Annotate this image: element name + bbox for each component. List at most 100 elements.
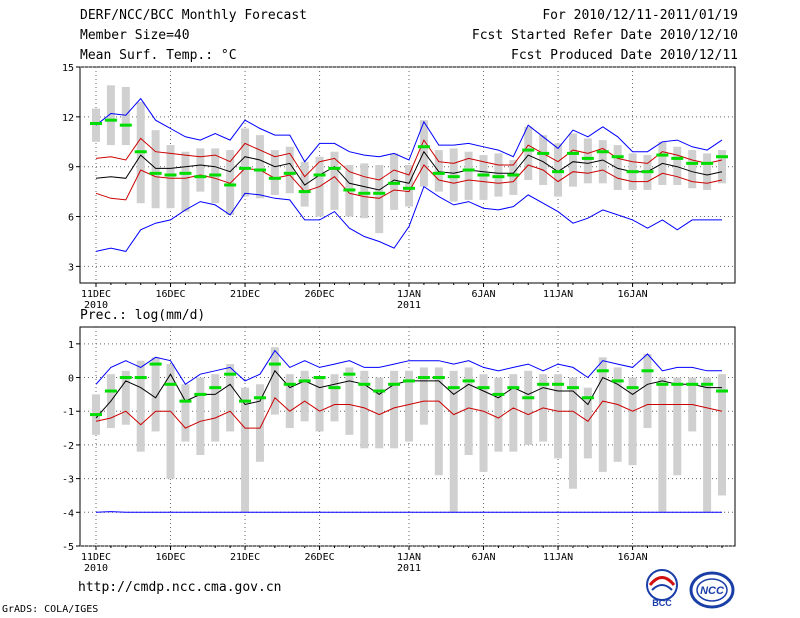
precip-ytick-label: -3 xyxy=(62,475,74,486)
precip-member-mark xyxy=(417,376,430,380)
temp-member-mark xyxy=(119,123,132,127)
temp-xtick-label: 11JAN xyxy=(543,289,573,300)
temp-member-mark xyxy=(373,191,386,195)
chart-title: DERF/NCC/BCC Monthly Forecast xyxy=(80,8,307,23)
temp-member-mark xyxy=(537,151,550,155)
source-url[interactable]: http://cmdp.ncc.cma.gov.cn xyxy=(78,580,282,595)
precip-spread-bar xyxy=(718,374,726,496)
temp-spread-bar xyxy=(360,163,369,219)
precip-xtick-label: 11DEC xyxy=(81,552,111,563)
member-size-label: Member Size=40 xyxy=(80,28,190,43)
temp-member-mark xyxy=(596,150,609,154)
variable-label: Mean Surf. Temp.: °C xyxy=(80,48,237,63)
temp-member-mark xyxy=(179,171,192,175)
temp-member-mark xyxy=(328,166,341,170)
temp-member-mark xyxy=(298,190,311,194)
precip-spread-bar xyxy=(419,367,428,425)
precip-member-mark xyxy=(164,382,177,386)
precip-xtick-label: 16JAN xyxy=(618,552,648,563)
precip-spread-bar xyxy=(330,374,339,422)
temp-member-mark xyxy=(253,168,266,172)
temp-member-mark xyxy=(432,171,445,175)
precip-member-mark xyxy=(611,379,624,383)
temp-series-upper_bound xyxy=(95,185,722,252)
temp-spread-bar xyxy=(718,150,726,184)
precip-member-mark xyxy=(283,382,296,386)
header-right: For 2010/12/11-2011/01/19 Fcst Started R… xyxy=(472,6,738,66)
precip-spread-bar xyxy=(181,384,190,442)
precip-spread-bar xyxy=(360,370,369,449)
temp-series-ensemble_alt xyxy=(95,137,723,181)
temp-member-mark xyxy=(239,166,252,170)
temp-spread-bar xyxy=(405,165,413,207)
precip-xtick-label: 1JAN xyxy=(397,552,421,563)
precip-xtick-label: 6JAN xyxy=(471,552,495,563)
precip-spread-bar xyxy=(121,370,130,425)
precip-spread-bar xyxy=(598,357,607,472)
precip-member-mark xyxy=(373,389,386,393)
temp-xtick-label: 21DEC xyxy=(230,289,260,300)
temp-series-ensemble_low xyxy=(95,164,723,201)
precip-member-mark xyxy=(313,376,326,380)
precip-member-mark xyxy=(432,376,445,380)
produced-date-label: Fcst Produced Date 2010/12/11 xyxy=(511,48,738,63)
precip-spread-bar xyxy=(166,364,175,479)
temp-member-mark xyxy=(134,150,147,154)
temp-member-mark xyxy=(552,170,565,174)
temp-ytick-label: 9 xyxy=(68,163,74,174)
temp-member-mark xyxy=(686,161,699,165)
temp-ytick-label: 3 xyxy=(68,262,74,273)
temp-spread-bar xyxy=(196,148,205,192)
temp-spread-bar xyxy=(226,150,235,215)
temp-spread-bar xyxy=(330,151,339,210)
precip-spread-bar xyxy=(390,370,399,449)
precip-spread-bar xyxy=(211,374,220,442)
precip-spread-bar xyxy=(464,367,473,456)
precip-xtick-label: 16DEC xyxy=(155,552,185,563)
precip-spread-bar xyxy=(494,377,503,452)
temp-spread-bar xyxy=(583,138,592,184)
temp-member-mark xyxy=(641,170,654,174)
precip-member-mark xyxy=(358,382,371,386)
temp-member-mark xyxy=(492,175,505,179)
temp-xtick-label: 16DEC xyxy=(155,289,185,300)
precip-member-mark xyxy=(134,376,147,380)
temp-spread-bar xyxy=(464,151,473,200)
precip-spread-bar xyxy=(315,377,324,432)
precip-member-mark xyxy=(462,379,475,383)
precip-xtick-label: 11JAN xyxy=(543,552,573,563)
precip-member-mark xyxy=(522,396,535,400)
temp-spread-bar xyxy=(375,165,384,234)
precip-spread-bar xyxy=(613,367,622,462)
temp-ytick-label: 12 xyxy=(62,113,74,124)
temp-member-mark xyxy=(164,173,177,177)
precip-member-mark xyxy=(149,362,162,366)
temp-spread-bar xyxy=(479,155,488,200)
precip-member-mark xyxy=(477,386,490,390)
temp-spread-bar xyxy=(494,153,503,197)
precip-member-mark xyxy=(343,372,356,376)
temp-spread-bar xyxy=(509,160,518,195)
precip-spread-bar xyxy=(658,377,667,513)
precip-member-mark xyxy=(626,386,639,390)
temp-xtick-label: 2011 xyxy=(397,300,421,311)
precip-member-mark xyxy=(179,399,192,403)
precip-spread-bar xyxy=(241,387,250,513)
precip-spread-bar xyxy=(255,384,264,462)
precip-spread-bar xyxy=(285,374,294,429)
precip-spread-bar xyxy=(568,377,577,489)
temp-member-mark xyxy=(194,175,207,179)
temp-spread-bar xyxy=(121,86,130,146)
temp-spread-bar xyxy=(166,145,175,209)
precip-member-mark xyxy=(253,396,266,400)
precip-member-mark xyxy=(328,386,341,390)
precip-spread-bar xyxy=(151,357,160,432)
temp-member-mark xyxy=(224,183,237,187)
ncc-logo: NCC xyxy=(689,571,735,609)
precip-xtick-label: 2011 xyxy=(397,563,421,574)
precip-ytick-label: -2 xyxy=(62,441,74,452)
precip-member-mark xyxy=(268,362,281,366)
temp-xtick-label: 2010 xyxy=(84,300,108,311)
temp-spread-bar xyxy=(241,128,250,197)
